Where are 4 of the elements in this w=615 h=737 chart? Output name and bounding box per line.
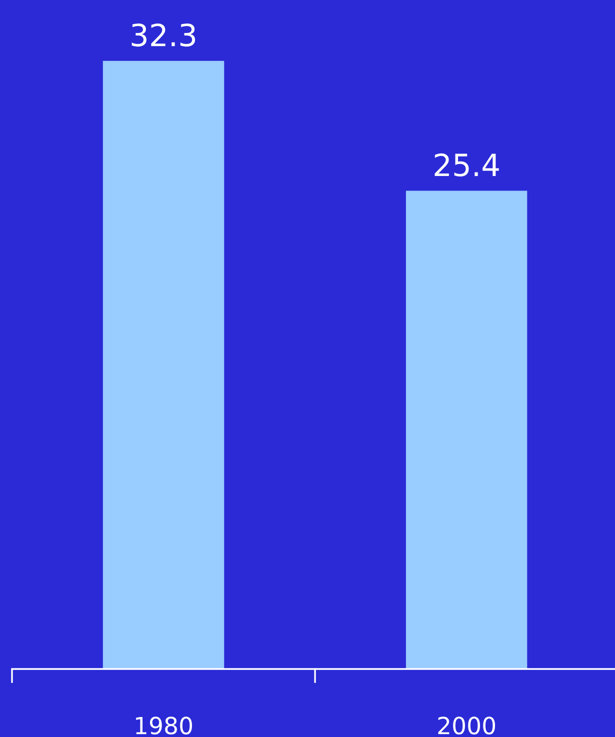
x-tick-label: 2000	[438, 716, 496, 734]
data-label: 32.3	[132, 23, 196, 47]
data-label: 25.4	[434, 153, 499, 176]
x-tick-label: 1980	[136, 716, 192, 734]
